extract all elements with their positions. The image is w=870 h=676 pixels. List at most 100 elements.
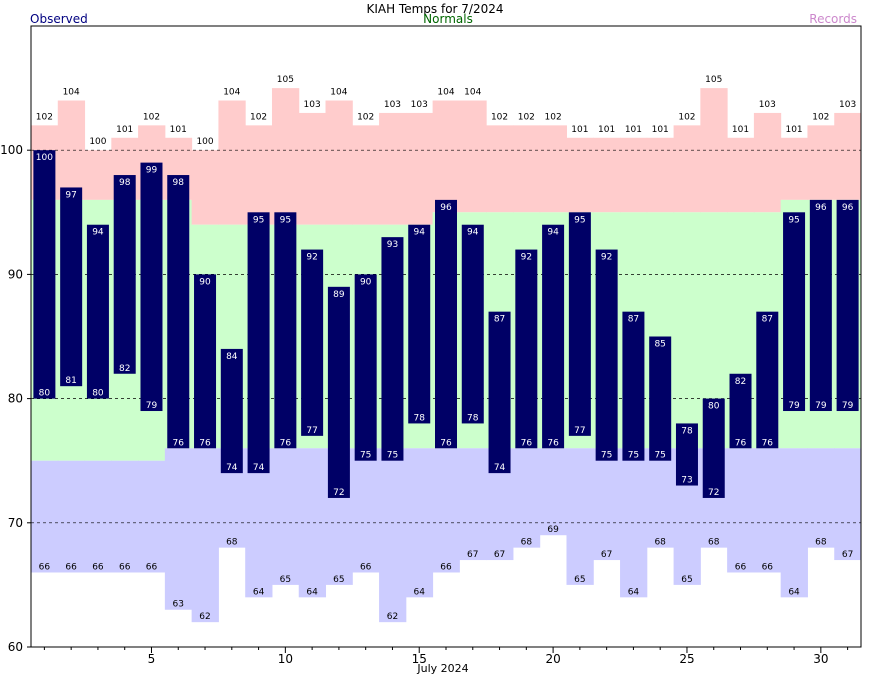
observed-low-label: 75 bbox=[601, 451, 612, 461]
record-high-band bbox=[539, 125, 567, 213]
observed-low-label: 81 bbox=[65, 376, 76, 386]
record-high-band bbox=[352, 125, 380, 225]
record-low-label: 66 bbox=[146, 562, 158, 572]
record-low-band bbox=[512, 448, 541, 548]
record-low-label: 64 bbox=[788, 587, 800, 597]
record-high-band bbox=[245, 125, 273, 225]
record-high-band bbox=[727, 137, 755, 213]
observed-high-label: 94 bbox=[413, 228, 425, 238]
record-high-band bbox=[753, 112, 782, 213]
x-tick-label: 20 bbox=[545, 652, 560, 666]
observed-bar bbox=[595, 249, 618, 461]
observed-high-label: 92 bbox=[601, 253, 612, 263]
observed-bar bbox=[301, 249, 324, 436]
observed-low-label: 79 bbox=[788, 401, 800, 411]
observed-low-label: 78 bbox=[413, 413, 425, 423]
observed-high-label: 95 bbox=[253, 215, 264, 225]
record-high-band bbox=[271, 88, 300, 225]
record-high-band bbox=[780, 137, 808, 200]
record-low-label: 66 bbox=[65, 562, 77, 572]
record-low-label: 64 bbox=[413, 587, 425, 597]
observed-bar bbox=[515, 249, 538, 449]
y-tick-label: 100 bbox=[0, 143, 23, 157]
observed-high-label: 97 bbox=[65, 190, 76, 200]
record-high-label: 103 bbox=[759, 100, 776, 110]
observed-low-label: 79 bbox=[146, 401, 158, 411]
observed-high-label: 90 bbox=[360, 277, 372, 287]
observed-bar bbox=[622, 311, 645, 461]
record-low-label: 65 bbox=[681, 575, 692, 585]
record-low-label: 66 bbox=[92, 562, 104, 572]
observed-bar bbox=[33, 150, 56, 399]
record-low-label: 66 bbox=[735, 562, 747, 572]
observed-high-label: 89 bbox=[333, 290, 345, 300]
observed-high-label: 94 bbox=[92, 228, 104, 238]
record-high-band bbox=[325, 100, 353, 225]
observed-high-label: 96 bbox=[440, 203, 452, 213]
observed-high-label: 96 bbox=[842, 203, 854, 213]
record-low-band bbox=[352, 448, 380, 573]
record-low-band bbox=[138, 460, 166, 573]
x-tick-label: 25 bbox=[679, 652, 694, 666]
observed-high-label: 95 bbox=[280, 215, 291, 225]
normal-band bbox=[673, 212, 701, 449]
record-low-band bbox=[727, 448, 755, 573]
observed-low-label: 76 bbox=[521, 438, 533, 448]
observed-high-label: 98 bbox=[173, 178, 185, 188]
observed-high-label: 94 bbox=[547, 228, 559, 238]
record-high-label: 101 bbox=[652, 125, 669, 135]
record-high-label: 104 bbox=[330, 88, 347, 98]
record-low-label: 67 bbox=[842, 550, 853, 560]
record-high-band bbox=[218, 100, 246, 225]
record-low-label: 63 bbox=[173, 600, 184, 610]
observed-low-label: 77 bbox=[574, 426, 585, 436]
observed-bar bbox=[194, 274, 217, 449]
record-low-band bbox=[834, 448, 862, 561]
observed-low-label: 74 bbox=[226, 463, 238, 473]
observed-bar bbox=[836, 199, 859, 412]
observed-low-label: 73 bbox=[681, 476, 692, 486]
x-axis-label: July 2024 bbox=[416, 662, 468, 675]
observed-low-label: 79 bbox=[842, 401, 854, 411]
record-high-label: 103 bbox=[384, 100, 401, 110]
legend-observed: Observed bbox=[30, 12, 88, 26]
observed-high-label: 99 bbox=[146, 166, 158, 176]
record-high-label: 102 bbox=[491, 112, 508, 122]
x-tick-label: 30 bbox=[813, 652, 828, 666]
observed-high-label: 80 bbox=[708, 402, 720, 412]
observed-low-label: 76 bbox=[735, 438, 747, 448]
observed-low-label: 75 bbox=[628, 451, 639, 461]
record-low-label: 66 bbox=[762, 562, 774, 572]
observed-bar bbox=[113, 175, 136, 374]
record-low-label: 62 bbox=[199, 612, 210, 622]
observed-bar bbox=[461, 224, 484, 424]
observed-low-label: 82 bbox=[119, 364, 130, 374]
observed-low-label: 75 bbox=[360, 451, 371, 461]
observed-low-label: 77 bbox=[306, 426, 317, 436]
record-high-label: 102 bbox=[357, 112, 374, 122]
record-low-label: 67 bbox=[601, 550, 612, 560]
record-high-label: 105 bbox=[705, 75, 722, 85]
observed-high-label: 100 bbox=[36, 153, 53, 163]
observed-high-label: 90 bbox=[199, 277, 211, 287]
observed-bar bbox=[675, 423, 698, 486]
observed-high-label: 98 bbox=[119, 178, 131, 188]
observed-low-label: 76 bbox=[440, 438, 452, 448]
record-low-band bbox=[111, 460, 139, 573]
record-high-label: 104 bbox=[464, 88, 481, 98]
observed-bars bbox=[33, 150, 859, 498]
record-low-label: 67 bbox=[467, 550, 478, 560]
record-high-band bbox=[191, 150, 219, 225]
record-low-label: 66 bbox=[39, 562, 51, 572]
x-tick-label: 5 bbox=[148, 652, 156, 666]
observed-bar bbox=[542, 224, 565, 449]
record-low-label: 68 bbox=[226, 538, 238, 548]
record-high-band bbox=[593, 137, 621, 213]
observed-low-label: 74 bbox=[253, 463, 265, 473]
record-low-band bbox=[459, 448, 487, 561]
record-high-band bbox=[298, 112, 327, 225]
record-high-label: 105 bbox=[277, 75, 294, 85]
record-high-label: 102 bbox=[812, 112, 829, 122]
record-high-band bbox=[84, 150, 112, 200]
